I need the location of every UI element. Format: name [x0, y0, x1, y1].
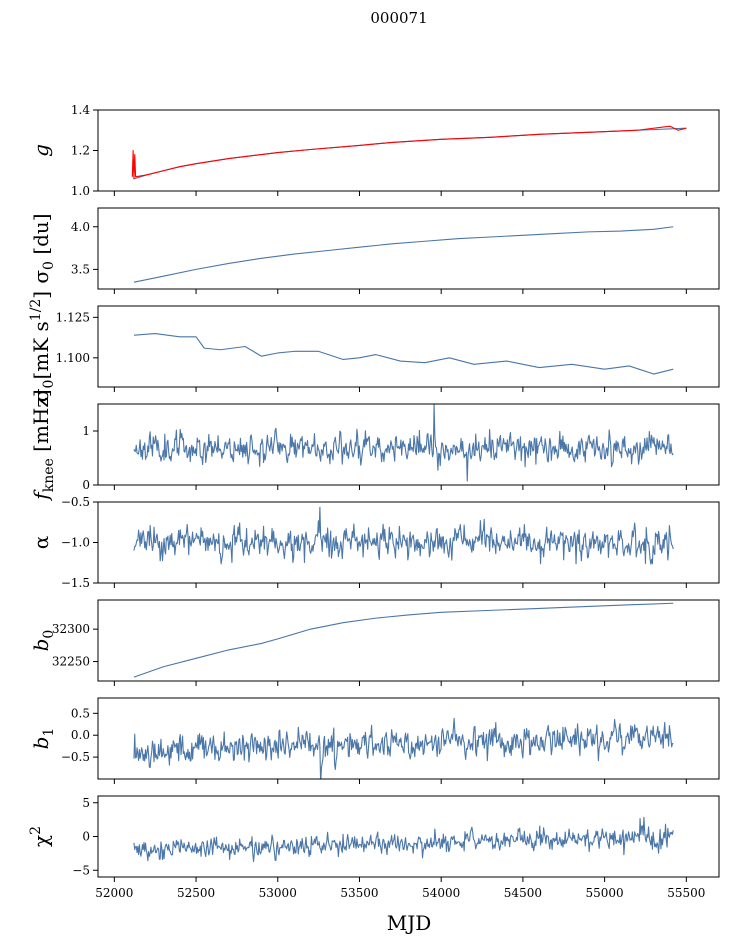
series-line-4-1 [133, 404, 674, 482]
axes-frame [97, 599, 720, 682]
panel-8: −5 0 5 χ2 [28, 795, 720, 882]
y-tick-label: 1.125 [56, 310, 90, 324]
plot-area [133, 404, 674, 482]
x-axis-label: MJD [387, 911, 432, 935]
y-axis-label: χ2 [28, 826, 53, 847]
x-tick-label: 54000 [422, 886, 460, 900]
panel-5: −1.5 −1.0 −0.5 α [29, 495, 720, 590]
y-tick-label: 0 [82, 830, 90, 844]
series-line-3-1 [133, 332, 674, 375]
series-line-1-2 [131, 125, 687, 180]
plot-area [133, 506, 674, 565]
plot-area [133, 332, 674, 375]
y-tick-label: 32250 [52, 655, 90, 669]
series-line-8-1 [133, 816, 674, 863]
y-tick-label: 5 [82, 796, 90, 810]
y-axis-label: b0 [29, 630, 57, 652]
axes-frame [97, 697, 720, 780]
y-tick-label: 0 [82, 478, 90, 492]
x-tick-label: 55000 [586, 886, 624, 900]
series-line-1-1 [133, 127, 687, 180]
y-tick-label: 1.2 [71, 144, 90, 158]
plot-area [133, 226, 674, 283]
y-axis-label: α [29, 536, 53, 550]
y-tick-label: −1.5 [61, 576, 90, 590]
series-line-2-1 [133, 226, 674, 283]
y-tick-label: 32300 [52, 622, 90, 636]
series-line-5-1 [133, 506, 674, 565]
panel-4: 0 1 fknee [mHz] [29, 389, 720, 502]
y-tick-label: 0.0 [71, 728, 90, 742]
x-tick-label: 55500 [667, 886, 705, 900]
panel-1: 1.0 1.2 1.4 g [29, 103, 720, 198]
y-tick-label: −0.5 [61, 750, 90, 764]
axes-frame [97, 109, 720, 192]
x-tick-label: 53000 [259, 886, 297, 900]
x-tick-label: 54500 [504, 886, 542, 900]
y-axis-label: σ0 [du] [29, 213, 57, 283]
y-tick-label: −0.5 [61, 495, 90, 509]
series-line-7-1 [133, 717, 674, 779]
x-tick-label: 52000 [95, 886, 133, 900]
panel-2: 3.5 4.0 σ0 [du] [29, 207, 720, 294]
y-tick-label: 1 [82, 424, 90, 438]
x-tick-label: 53500 [340, 886, 378, 900]
y-tick-label: 1.100 [56, 351, 90, 365]
plot-area [131, 125, 687, 180]
y-tick-label: 1.0 [71, 184, 90, 198]
axes-frame [97, 207, 720, 290]
panel-7: −0.5 0.0 0.5 b1 [29, 697, 720, 784]
x-tick-label: 52500 [177, 886, 215, 900]
y-tick-label: −1.0 [61, 536, 90, 550]
y-tick-label: 4.0 [71, 220, 90, 234]
axes-frame [97, 305, 720, 388]
series-line-6-1 [133, 602, 674, 678]
y-axis-label: b1 [29, 728, 57, 750]
plot-area [133, 602, 674, 678]
y-tick-label: 0.5 [71, 706, 90, 720]
plot-area [133, 816, 674, 863]
y-tick-label: 3.5 [71, 262, 90, 276]
y-tick-label: −5 [72, 863, 90, 877]
axes-frame [97, 403, 720, 486]
plot-area [133, 717, 674, 779]
y-tick-label: 1.4 [71, 103, 90, 117]
figure-suptitle: 000071 [370, 9, 427, 27]
x-axis: 52000 52500 53000 53500 54000 54500 55000 55500 [95, 886, 705, 900]
y-axis-label: fknee [mHz] [29, 389, 57, 501]
y-axis-label: σ0[mK s1/2] [28, 291, 57, 402]
y-axis-label: g [29, 144, 53, 157]
